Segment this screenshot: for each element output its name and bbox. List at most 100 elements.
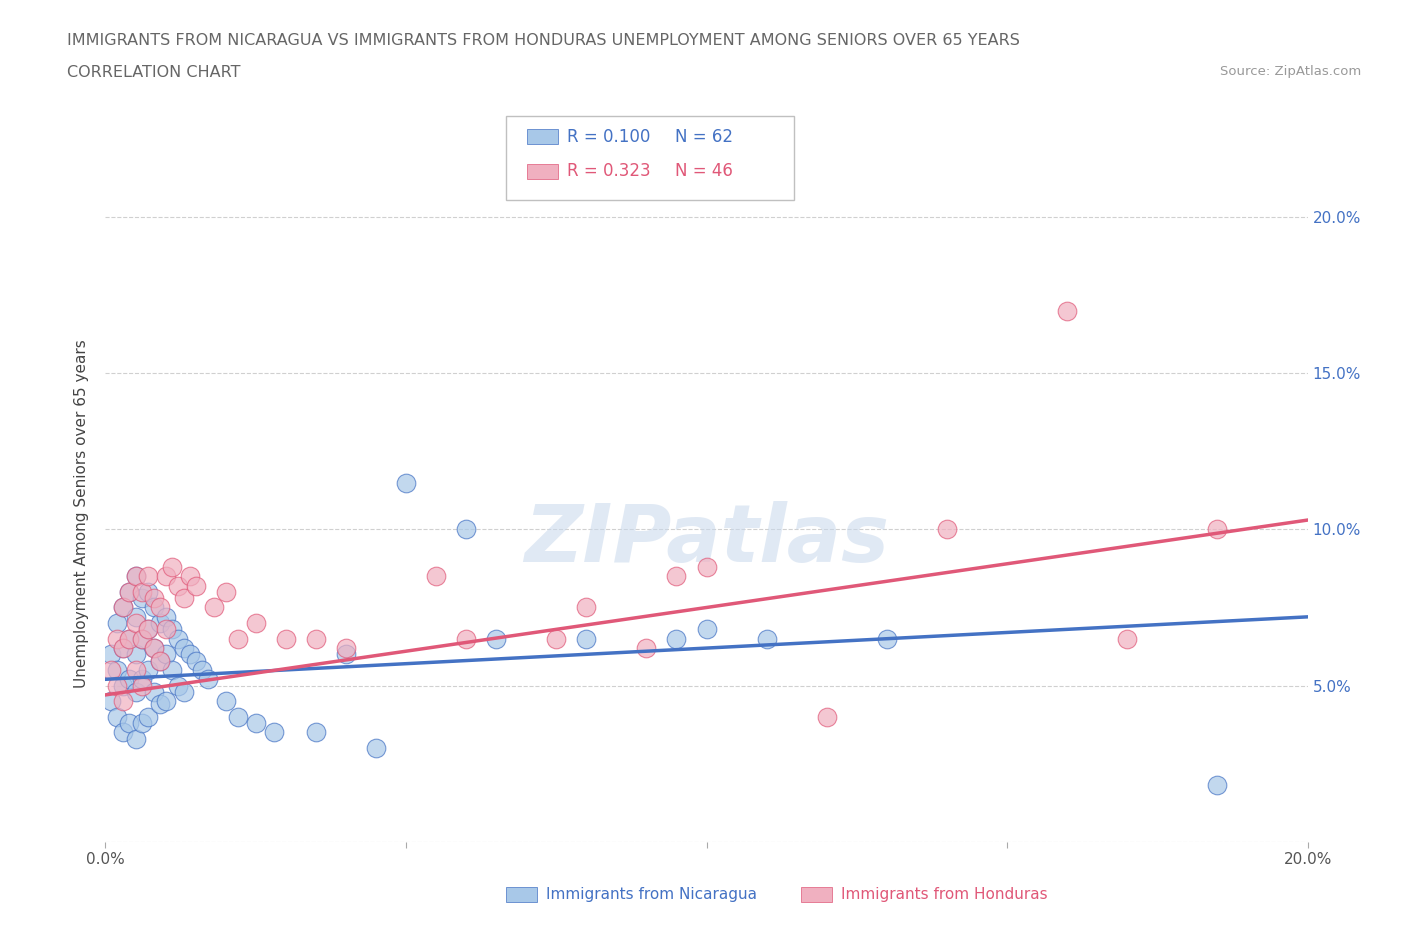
Point	[190, 662, 212, 677]
Point	[184, 578, 207, 593]
Point	[454, 522, 477, 537]
Point	[131, 631, 153, 646]
Point	[118, 715, 141, 730]
Point	[148, 616, 170, 631]
Point	[136, 569, 159, 584]
Point	[142, 684, 165, 699]
Point	[124, 616, 146, 631]
Point	[112, 678, 135, 693]
Point	[179, 647, 201, 662]
Point	[425, 569, 447, 584]
Text: Immigrants from Honduras: Immigrants from Honduras	[841, 887, 1047, 902]
Point	[148, 653, 170, 668]
Point	[263, 725, 285, 740]
Point	[202, 600, 225, 615]
Point	[131, 631, 153, 646]
Point	[755, 631, 778, 646]
Point	[1056, 303, 1078, 318]
Point	[226, 631, 249, 646]
Point	[155, 609, 177, 624]
Point	[1116, 631, 1139, 646]
Point	[160, 560, 183, 575]
Point	[107, 616, 129, 631]
Point	[1206, 522, 1229, 537]
Point	[665, 631, 688, 646]
Point	[696, 622, 718, 637]
Point	[100, 647, 122, 662]
Point	[118, 671, 141, 686]
Point	[160, 662, 183, 677]
Point	[124, 662, 146, 677]
Text: N = 62: N = 62	[675, 127, 733, 146]
Text: ZIPatlas: ZIPatlas	[524, 501, 889, 579]
Point	[364, 740, 387, 755]
Point	[112, 694, 135, 709]
Point	[179, 569, 201, 584]
Point	[155, 694, 177, 709]
Point	[107, 631, 129, 646]
Point	[665, 569, 688, 584]
Point	[131, 678, 153, 693]
Point	[112, 600, 135, 615]
Point	[335, 641, 357, 656]
Point	[226, 710, 249, 724]
Text: IMMIGRANTS FROM NICARAGUA VS IMMIGRANTS FROM HONDURAS UNEMPLOYMENT AMONG SENIORS: IMMIGRANTS FROM NICARAGUA VS IMMIGRANTS …	[67, 33, 1021, 47]
Point	[124, 731, 146, 746]
Text: Source: ZipAtlas.com: Source: ZipAtlas.com	[1220, 65, 1361, 78]
Point	[148, 653, 170, 668]
Point	[131, 584, 153, 599]
Y-axis label: Unemployment Among Seniors over 65 years: Unemployment Among Seniors over 65 years	[75, 339, 90, 688]
Point	[173, 591, 195, 605]
Point	[876, 631, 898, 646]
Point	[214, 584, 236, 599]
Point	[131, 671, 153, 686]
Point	[142, 641, 165, 656]
Point	[245, 616, 267, 631]
Point	[274, 631, 297, 646]
Text: CORRELATION CHART: CORRELATION CHART	[67, 65, 240, 80]
Point	[245, 715, 267, 730]
Point	[335, 647, 357, 662]
Point	[131, 591, 153, 605]
Point	[124, 647, 146, 662]
Text: Immigrants from Nicaragua: Immigrants from Nicaragua	[546, 887, 756, 902]
Point	[107, 678, 129, 693]
Point	[305, 631, 328, 646]
Point	[173, 641, 195, 656]
Text: N = 46: N = 46	[675, 162, 733, 180]
Point	[166, 678, 188, 693]
Point	[112, 641, 135, 656]
Point	[936, 522, 959, 537]
Text: R = 0.323: R = 0.323	[567, 162, 650, 180]
Point	[173, 684, 195, 699]
Point	[485, 631, 508, 646]
Point	[112, 641, 135, 656]
Point	[124, 684, 146, 699]
Point	[1206, 778, 1229, 793]
Point	[142, 600, 165, 615]
Point	[166, 578, 188, 593]
Point	[636, 641, 658, 656]
Point	[118, 631, 141, 646]
Point	[124, 609, 146, 624]
Point	[118, 584, 141, 599]
Point	[118, 584, 141, 599]
Point	[546, 631, 568, 646]
Point	[136, 710, 159, 724]
Point	[155, 622, 177, 637]
Point	[166, 631, 188, 646]
Point	[155, 569, 177, 584]
Point	[160, 622, 183, 637]
Point	[148, 697, 170, 711]
Text: R = 0.100: R = 0.100	[567, 127, 650, 146]
Point	[575, 600, 598, 615]
Point	[107, 710, 129, 724]
Point	[100, 694, 122, 709]
Point	[124, 569, 146, 584]
Point	[136, 622, 159, 637]
Point	[197, 671, 219, 686]
Point	[136, 584, 159, 599]
Point	[118, 631, 141, 646]
Point	[112, 600, 135, 615]
Point	[148, 600, 170, 615]
